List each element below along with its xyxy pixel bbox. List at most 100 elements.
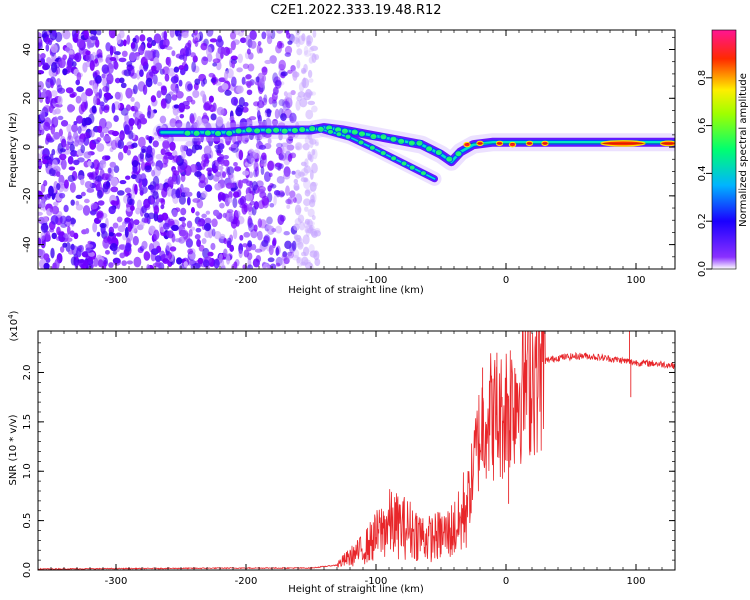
noise-cell bbox=[212, 62, 217, 67]
noise-cell bbox=[74, 258, 79, 269]
noise-cell bbox=[82, 62, 88, 73]
noise-cell bbox=[273, 189, 281, 196]
noise-cell bbox=[38, 70, 45, 75]
noise-cell bbox=[311, 230, 318, 238]
snr-xlabel: Height of straight line (km) bbox=[288, 584, 424, 595]
trace-blob bbox=[214, 130, 222, 137]
noise-cell bbox=[178, 229, 187, 237]
noise-cell bbox=[208, 95, 214, 103]
noise-cell bbox=[145, 134, 150, 140]
noise-cell bbox=[200, 160, 206, 170]
noise-cell bbox=[251, 181, 258, 191]
noise-cell bbox=[279, 152, 287, 161]
noise-cell bbox=[124, 187, 132, 194]
figure-title: C2E1.2022.333.19.48.R12 bbox=[270, 3, 441, 18]
noise-cell bbox=[310, 45, 319, 52]
noise-cell bbox=[144, 212, 150, 218]
noise-cell bbox=[38, 199, 46, 211]
trace-blob bbox=[264, 127, 273, 135]
noise-cell bbox=[186, 95, 193, 103]
noise-cell bbox=[113, 51, 121, 56]
trace-blob bbox=[316, 125, 325, 133]
noise-cell bbox=[190, 99, 196, 105]
hot-band bbox=[659, 140, 675, 147]
noise-cell bbox=[180, 174, 186, 183]
noise-cell bbox=[129, 205, 135, 211]
noise-cell bbox=[309, 250, 318, 258]
noise-cell bbox=[290, 89, 296, 96]
noise-cell bbox=[171, 94, 178, 101]
noise-cell bbox=[150, 65, 157, 72]
noise-cell bbox=[221, 192, 226, 202]
noise-cell bbox=[38, 190, 43, 200]
noise-cell bbox=[85, 246, 94, 254]
noise-cell bbox=[250, 228, 258, 239]
noise-cell bbox=[254, 248, 263, 253]
noise-cell bbox=[57, 230, 65, 236]
noise-cell bbox=[53, 201, 59, 207]
noise-cell bbox=[144, 50, 153, 60]
noise-cell bbox=[67, 249, 74, 255]
noise-cell bbox=[51, 159, 58, 171]
noise-cell bbox=[75, 194, 83, 200]
noise-cell bbox=[229, 31, 237, 40]
noise-cell bbox=[110, 186, 119, 193]
noise-cell bbox=[295, 143, 302, 150]
noise-cell bbox=[135, 52, 140, 61]
noise-cell bbox=[92, 159, 100, 170]
noise-cell bbox=[116, 190, 125, 196]
noise-cell bbox=[304, 261, 313, 269]
trace-blob bbox=[183, 129, 192, 137]
noise-cell bbox=[212, 209, 220, 217]
noise-cell bbox=[239, 234, 244, 241]
noise-cell bbox=[272, 86, 279, 96]
snr-ytick-label: 1.0 bbox=[22, 463, 33, 479]
noise-cell bbox=[314, 141, 319, 147]
noise-cell bbox=[265, 30, 270, 34]
noise-cell bbox=[302, 234, 310, 245]
noise-cell bbox=[244, 137, 249, 143]
noise-cell bbox=[226, 121, 231, 130]
noise-cell bbox=[109, 161, 117, 168]
noise-cell bbox=[268, 97, 274, 105]
trace-blob bbox=[389, 135, 398, 143]
noise-cell bbox=[226, 237, 232, 246]
noise-cell bbox=[189, 115, 195, 124]
noise-cell bbox=[97, 125, 103, 134]
noise-cell bbox=[306, 229, 310, 237]
noise-cell bbox=[293, 232, 298, 241]
noise-cell bbox=[126, 34, 131, 45]
noise-cell bbox=[188, 229, 193, 237]
noise-cell bbox=[160, 231, 168, 237]
noise-cell bbox=[154, 62, 163, 71]
noise-cell bbox=[124, 226, 129, 238]
noise-cell bbox=[51, 30, 57, 37]
noise-cell bbox=[234, 166, 242, 172]
noise-cell bbox=[117, 139, 125, 150]
noise-cell bbox=[256, 100, 265, 109]
noise-cell bbox=[49, 205, 54, 213]
noise-cell bbox=[125, 242, 132, 253]
noise-cell bbox=[279, 215, 286, 222]
snr-ytick-label: 1.5 bbox=[22, 414, 33, 430]
noise-cell bbox=[240, 30, 245, 33]
noise-cell bbox=[306, 40, 312, 47]
noise-cell bbox=[38, 89, 42, 99]
noise-cell bbox=[231, 182, 236, 189]
noise-cell bbox=[226, 68, 234, 79]
noise-cell bbox=[101, 104, 106, 112]
noise-cell bbox=[179, 113, 185, 119]
noise-cell bbox=[141, 240, 148, 250]
noise-cell bbox=[50, 214, 59, 225]
noise-cell bbox=[97, 57, 104, 63]
noise-cell bbox=[38, 42, 43, 50]
spectrogram-xtick-label: -100 bbox=[365, 275, 388, 286]
noise-cell bbox=[205, 46, 212, 57]
noise-cell bbox=[130, 96, 135, 102]
noise-cell bbox=[303, 92, 312, 101]
colorbar-gradient bbox=[712, 30, 736, 269]
noise-cell bbox=[184, 105, 191, 110]
noise-cell bbox=[38, 237, 42, 246]
